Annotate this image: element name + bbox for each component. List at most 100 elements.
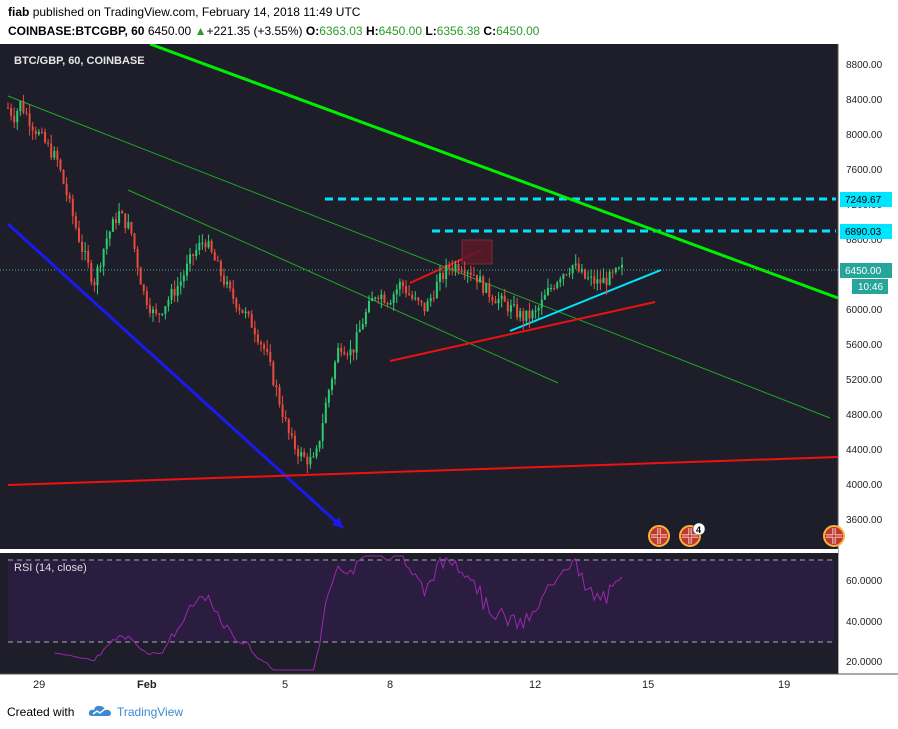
candle-body[interactable] [161, 313, 164, 315]
tradingview-brand[interactable]: TradingView [117, 705, 184, 719]
candle-body[interactable] [485, 283, 488, 293]
candle-body[interactable] [62, 169, 65, 184]
candle-body[interactable] [525, 310, 528, 321]
candle-body[interactable] [306, 456, 309, 465]
candle-body[interactable] [102, 249, 105, 267]
candle-body[interactable] [253, 327, 256, 335]
candle-body[interactable] [445, 265, 448, 280]
candle-body[interactable] [139, 267, 142, 285]
pane-separator[interactable] [0, 549, 838, 553]
candle-body[interactable] [148, 305, 151, 314]
candle-body[interactable] [611, 271, 614, 273]
candle-body[interactable] [438, 273, 441, 282]
candle-body[interactable] [219, 261, 222, 276]
candle-body[interactable] [118, 211, 121, 223]
candle-body[interactable] [426, 301, 429, 312]
candle-body[interactable] [263, 344, 266, 350]
tradingview-cloud-icon[interactable] [88, 703, 112, 719]
candle-body[interactable] [361, 324, 364, 330]
candle-body[interactable] [590, 276, 593, 278]
candle-body[interactable] [565, 274, 568, 276]
candle-body[interactable] [281, 404, 284, 418]
candle-body[interactable] [432, 297, 435, 299]
candle-body[interactable] [377, 297, 380, 300]
candle-body[interactable] [408, 293, 411, 295]
candle-body[interactable] [226, 281, 229, 285]
candle-body[interactable] [608, 271, 611, 286]
candle-body[interactable] [593, 276, 596, 284]
cyan-trendline[interactable] [509, 269, 662, 332]
candle-body[interactable] [99, 266, 102, 268]
candle-body[interactable] [528, 310, 531, 319]
candle-body[interactable] [201, 242, 204, 244]
candle-body[interactable] [380, 294, 383, 300]
candle-body[interactable] [272, 362, 275, 386]
candle-body[interactable] [170, 289, 173, 300]
candle-body[interactable] [488, 283, 491, 298]
candle-body[interactable] [127, 222, 130, 229]
candle-body[interactable] [568, 273, 571, 275]
candle-body[interactable] [401, 281, 404, 287]
candle-body[interactable] [124, 213, 127, 229]
candle-body[interactable] [87, 251, 90, 263]
highlight-box[interactable] [461, 239, 493, 265]
candle-body[interactable] [617, 267, 620, 269]
candle-body[interactable] [111, 219, 114, 232]
candle-body[interactable] [318, 440, 321, 449]
candle-body[interactable] [405, 286, 408, 294]
candle-body[interactable] [371, 298, 374, 302]
candle-body[interactable] [451, 267, 454, 270]
rsi-line[interactable] [54, 555, 623, 671]
candle-body[interactable] [22, 101, 25, 113]
candle-body[interactable] [293, 435, 296, 449]
candle-body[interactable] [266, 349, 269, 352]
candle-body[interactable] [309, 456, 312, 465]
candle-body[interactable] [213, 251, 216, 261]
candle-body[interactable] [503, 295, 506, 302]
candle-body[interactable] [210, 240, 213, 252]
candle-body[interactable] [546, 288, 549, 296]
candle-body[interactable] [420, 300, 423, 303]
candle-body[interactable] [364, 312, 367, 325]
candle-body[interactable] [121, 211, 124, 214]
candle-body[interactable] [587, 277, 590, 279]
uk-flag-event-icon[interactable]: 4 [679, 522, 706, 547]
candle-body[interactable] [577, 263, 580, 272]
candle-body[interactable] [189, 254, 192, 264]
candle-body[interactable] [334, 362, 337, 380]
candle-body[interactable] [40, 131, 43, 133]
candle-body[interactable] [222, 275, 225, 285]
candle-body[interactable] [300, 452, 303, 457]
candle-body[interactable] [155, 309, 158, 314]
candle-body[interactable] [386, 302, 389, 305]
candle-body[interactable] [457, 263, 460, 271]
candle-body[interactable] [389, 302, 392, 305]
candle-body[interactable] [216, 260, 219, 262]
candle-body[interactable] [133, 233, 136, 249]
candle-body[interactable] [435, 281, 438, 299]
candle-body[interactable] [321, 423, 324, 441]
candle-body[interactable] [559, 279, 562, 283]
blue-trendline[interactable] [6, 222, 345, 530]
candle-body[interactable] [16, 111, 19, 123]
candle-body[interactable] [185, 263, 188, 276]
candle-body[interactable] [337, 347, 340, 363]
candle-body[interactable] [417, 297, 420, 301]
candle-body[interactable] [482, 276, 485, 293]
candle-body[interactable] [164, 306, 167, 314]
candle-body[interactable] [238, 307, 241, 310]
candle-body[interactable] [596, 279, 599, 284]
candle-body[interactable] [59, 159, 62, 170]
candle-body[interactable] [198, 242, 201, 251]
candle-body[interactable] [442, 273, 445, 280]
candle-body[interactable] [96, 266, 99, 286]
red-long-trendline[interactable] [7, 456, 839, 486]
candle-body[interactable] [367, 301, 370, 313]
candle-body[interactable] [244, 311, 247, 314]
candle-body[interactable] [469, 272, 472, 275]
candle-body[interactable] [167, 299, 170, 307]
candle-body[interactable] [136, 248, 139, 268]
candle-body[interactable] [460, 270, 463, 272]
candle-body[interactable] [235, 298, 238, 308]
candle-body[interactable] [297, 448, 300, 457]
